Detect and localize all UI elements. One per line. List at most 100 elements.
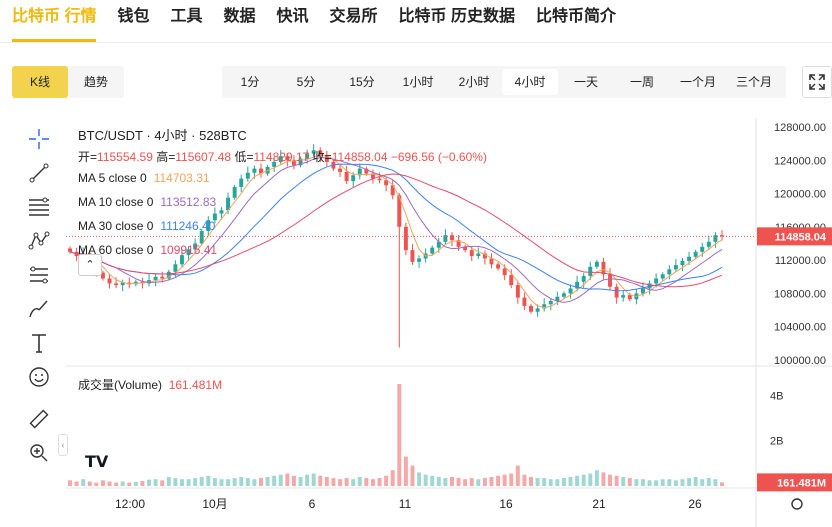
- candle-body: [502, 268, 507, 276]
- interval-2[interactable]: 15分: [349, 75, 375, 89]
- tab-trend[interactable]: 趋势: [83, 75, 108, 89]
- tradingview-logo: TV: [80, 448, 114, 474]
- volume-bar: [693, 476, 698, 486]
- volume-legend: 成交量(Volume) 161.481M: [78, 376, 222, 393]
- interval-0[interactable]: 1分: [240, 75, 260, 89]
- interval-3[interactable]: 1小时: [402, 75, 434, 89]
- interval-4[interactable]: 2小时: [458, 75, 490, 89]
- volume-bar: [502, 474, 507, 486]
- price-chart[interactable]: 128000.00124000.00120000.00116000.001120…: [66, 118, 832, 527]
- interval-1[interactable]: 5分: [296, 75, 316, 89]
- interval-9[interactable]: 三个月: [735, 75, 772, 89]
- trend-line-icon[interactable]: [22, 156, 56, 190]
- crosshair-icon[interactable]: [22, 122, 56, 156]
- interval-8[interactable]: 一个月: [679, 75, 716, 89]
- volume-tick-label: 4B: [770, 390, 783, 402]
- nav-item-5[interactable]: 交易所: [329, 8, 378, 25]
- volume-bar: [377, 478, 382, 486]
- volume-bar: [397, 384, 402, 486]
- volume-bar: [450, 476, 454, 486]
- volume-bar: [166, 476, 171, 486]
- time-tick-label: 26: [688, 497, 702, 511]
- price-tick-label: 128000.00: [774, 122, 826, 134]
- volume-bar: [482, 478, 487, 486]
- volume-bar: [252, 479, 257, 486]
- pattern-icon[interactable]: [22, 224, 56, 258]
- volume-bar: [529, 476, 533, 486]
- volume-bar: [476, 479, 481, 486]
- projection-icon[interactable]: [22, 258, 56, 292]
- ma-value: 111246.40: [160, 219, 216, 233]
- candle-body: [693, 251, 698, 257]
- volume-bar: [219, 479, 224, 486]
- volume-bar: [608, 474, 613, 486]
- volume-bar: [259, 478, 263, 486]
- candle-body: [272, 161, 277, 167]
- zoom-in-icon[interactable]: [22, 436, 56, 470]
- ohlc-readout: 开=115554.59 高=115607.48 低=114829.17 收=11…: [78, 150, 487, 164]
- volume-bar: [456, 478, 461, 486]
- volume-bar: [410, 465, 415, 486]
- candle-body: [179, 255, 184, 265]
- candle-body: [212, 213, 217, 221]
- candle-body: [417, 258, 422, 262]
- low-value: 114829.17: [253, 150, 310, 164]
- nav-item-7[interactable]: 比特币简介: [535, 8, 616, 25]
- open-label: 开: [78, 150, 91, 164]
- volume-bar: [621, 476, 626, 486]
- candle-body: [239, 178, 244, 187]
- candle-body: [344, 171, 349, 182]
- volume-bar: [133, 481, 138, 486]
- volume-bar: [305, 474, 310, 486]
- ma-value: 113512.83: [160, 195, 217, 209]
- volume-bar: [647, 480, 652, 486]
- fullscreen-button[interactable]: [802, 66, 832, 98]
- interval-7[interactable]: 一周: [629, 75, 654, 89]
- candle-body: [469, 250, 474, 256]
- candle-body: [403, 226, 408, 251]
- interval-6[interactable]: 一天: [573, 75, 598, 89]
- candle-body: [443, 235, 448, 242]
- candle-body: [377, 178, 382, 181]
- nav-item-3[interactable]: 数据: [223, 8, 256, 25]
- volume-bar: [272, 475, 277, 486]
- collapse-legend-button[interactable]: ⌃: [78, 254, 102, 276]
- tab-kline[interactable]: K线: [12, 66, 68, 98]
- nav-item-0[interactable]: 比特币 行情: [12, 0, 97, 42]
- candle-body: [351, 175, 356, 182]
- collapse-toolbar-handle[interactable]: ‹: [58, 434, 68, 456]
- ruler-icon[interactable]: [22, 402, 56, 436]
- candle-body: [430, 247, 435, 254]
- candle-body: [660, 274, 665, 279]
- chart-area[interactable]: 128000.00124000.00120000.00116000.001120…: [66, 118, 832, 527]
- nav-item-1[interactable]: 钱包: [117, 8, 150, 25]
- text-icon[interactable]: [22, 326, 56, 360]
- volume-bar: [403, 456, 408, 486]
- candle-body: [654, 278, 659, 284]
- volume-bar: [107, 481, 112, 486]
- volume-bar: [720, 482, 724, 486]
- candle-body: [384, 180, 389, 186]
- volume-bar: [667, 479, 672, 486]
- nav-item-4[interactable]: 快讯: [276, 8, 309, 25]
- last-volume-label: 161.481M: [777, 477, 826, 489]
- time-tick-label: 11: [399, 497, 412, 511]
- volume-bar: [680, 479, 685, 486]
- ma-legend-item: MA 10 close 0 113512.83: [78, 195, 216, 209]
- volume-bar: [291, 475, 296, 486]
- emoji-icon[interactable]: [22, 360, 56, 394]
- nav-item-2[interactable]: 工具: [170, 8, 203, 25]
- volume-bar: [423, 474, 428, 486]
- volume-bar: [568, 476, 573, 486]
- candle-body: [166, 271, 171, 279]
- fib-lines-icon[interactable]: [22, 190, 56, 224]
- volume-bar: [535, 478, 540, 486]
- interval-5[interactable]: 4小时: [502, 69, 558, 95]
- candle-body: [219, 210, 224, 214]
- candle-body: [226, 197, 231, 211]
- volume-bar: [384, 475, 389, 486]
- brush-icon[interactable]: [22, 292, 56, 326]
- settings-icon[interactable]: [791, 498, 803, 510]
- candle-body: [588, 266, 593, 276]
- nav-item-6[interactable]: 比特币 历史数据: [398, 8, 515, 25]
